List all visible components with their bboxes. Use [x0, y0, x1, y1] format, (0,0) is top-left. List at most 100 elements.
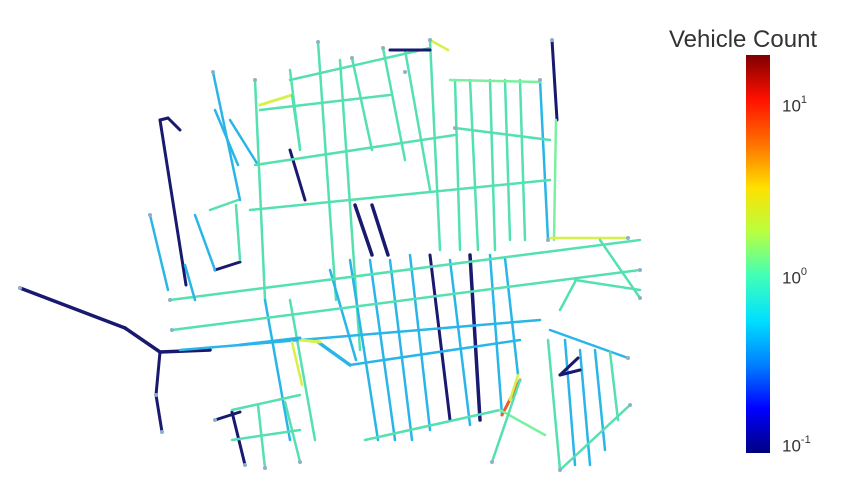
road-segment: [158, 118, 188, 287]
road-node: [638, 268, 642, 272]
road-segment: [578, 348, 592, 467]
road-node: [253, 78, 257, 82]
road-segment: [258, 93, 294, 107]
road-segment: [558, 403, 632, 472]
road-segment: [298, 338, 322, 344]
road-segment: [154, 350, 162, 397]
road-segment: [468, 78, 480, 252]
road-segment: [18, 286, 127, 330]
road-segment: [508, 373, 520, 402]
road-segment: [563, 338, 577, 467]
road-segment: [316, 340, 352, 367]
road-segment: [428, 38, 450, 52]
road-segment: [170, 268, 642, 332]
colorbar-tick-label: 10-1: [782, 434, 811, 456]
colorbar: [746, 55, 770, 453]
road-segment: [148, 213, 170, 292]
road-node: [148, 213, 152, 217]
road-segment: [388, 258, 414, 442]
road-segment: [193, 213, 217, 272]
road-segment: [234, 203, 242, 262]
road-node: [168, 298, 172, 302]
road-segment: [428, 38, 442, 252]
road-segment: [348, 338, 522, 367]
road-segment: [230, 428, 302, 442]
road-network-map: [18, 38, 642, 472]
road-node: [558, 468, 562, 472]
road-segment: [290, 93, 302, 150]
road-node: [263, 466, 267, 470]
road-segment: [453, 126, 552, 142]
road-node: [243, 463, 247, 467]
colorbar-tick-label: 101: [782, 94, 808, 116]
road-segment: [158, 348, 212, 354]
road-segment: [448, 78, 542, 84]
colorbar-tick-label: 100: [782, 266, 808, 288]
road-segment: [558, 356, 580, 377]
road-segment: [558, 368, 582, 377]
road-segment: [253, 78, 267, 302]
road-node: [546, 238, 550, 242]
road-segment: [408, 253, 432, 432]
road-segment: [288, 46, 432, 82]
road-segment: [552, 118, 558, 242]
road-node: [154, 393, 158, 397]
road-segment: [608, 350, 620, 422]
road-segment: [208, 198, 240, 212]
road-segment: [453, 78, 462, 252]
road-node: [298, 460, 302, 464]
road-segment: [488, 253, 504, 417]
road-segment: [518, 78, 527, 242]
road-node: [381, 46, 385, 50]
road-segment: [256, 403, 267, 470]
road-segment: [123, 326, 162, 354]
road-segment: [593, 348, 607, 452]
road-node: [316, 40, 320, 44]
road-segment: [548, 328, 630, 360]
road-segment: [573, 278, 642, 292]
road-node: [490, 460, 494, 464]
road-node: [428, 38, 432, 42]
road-segment: [558, 280, 577, 312]
road-node: [538, 78, 542, 82]
road-segment: [348, 258, 380, 442]
road-segment: [213, 260, 242, 272]
road-segment: [546, 338, 562, 472]
road-segment: [503, 78, 512, 242]
road-segment: [381, 46, 407, 162]
road-node: [403, 70, 407, 74]
road-segment: [230, 393, 302, 412]
road-segment: [490, 378, 522, 464]
road-segment: [168, 238, 642, 302]
road-node: [626, 236, 630, 240]
road-node: [453, 126, 457, 130]
road-segment: [316, 40, 338, 302]
road-segment: [213, 108, 240, 167]
road-segment: [468, 253, 482, 422]
road-segment: [263, 298, 292, 442]
road-segment: [258, 93, 392, 112]
road-segment: [213, 410, 242, 422]
road-node: [550, 38, 554, 42]
road-segment: [248, 178, 552, 212]
road-node: [170, 328, 174, 332]
road-segment: [328, 268, 358, 362]
road-segment: [290, 340, 304, 387]
road-segment: [183, 263, 197, 302]
road-network-svg: [18, 38, 642, 472]
road-segment: [448, 258, 472, 427]
road-segment: [288, 298, 317, 442]
road-segment: [154, 393, 164, 434]
road-segment: [363, 408, 502, 442]
road-node: [638, 296, 642, 300]
road-segment: [166, 116, 182, 132]
road-node: [628, 403, 632, 407]
road-segment: [488, 78, 497, 252]
road-node: [626, 356, 630, 360]
road-node: [213, 418, 217, 422]
road-segment: [353, 203, 374, 257]
road-segment: [550, 38, 559, 122]
road-node: [18, 286, 22, 290]
road-node: [211, 70, 215, 74]
road-node: [160, 430, 164, 434]
